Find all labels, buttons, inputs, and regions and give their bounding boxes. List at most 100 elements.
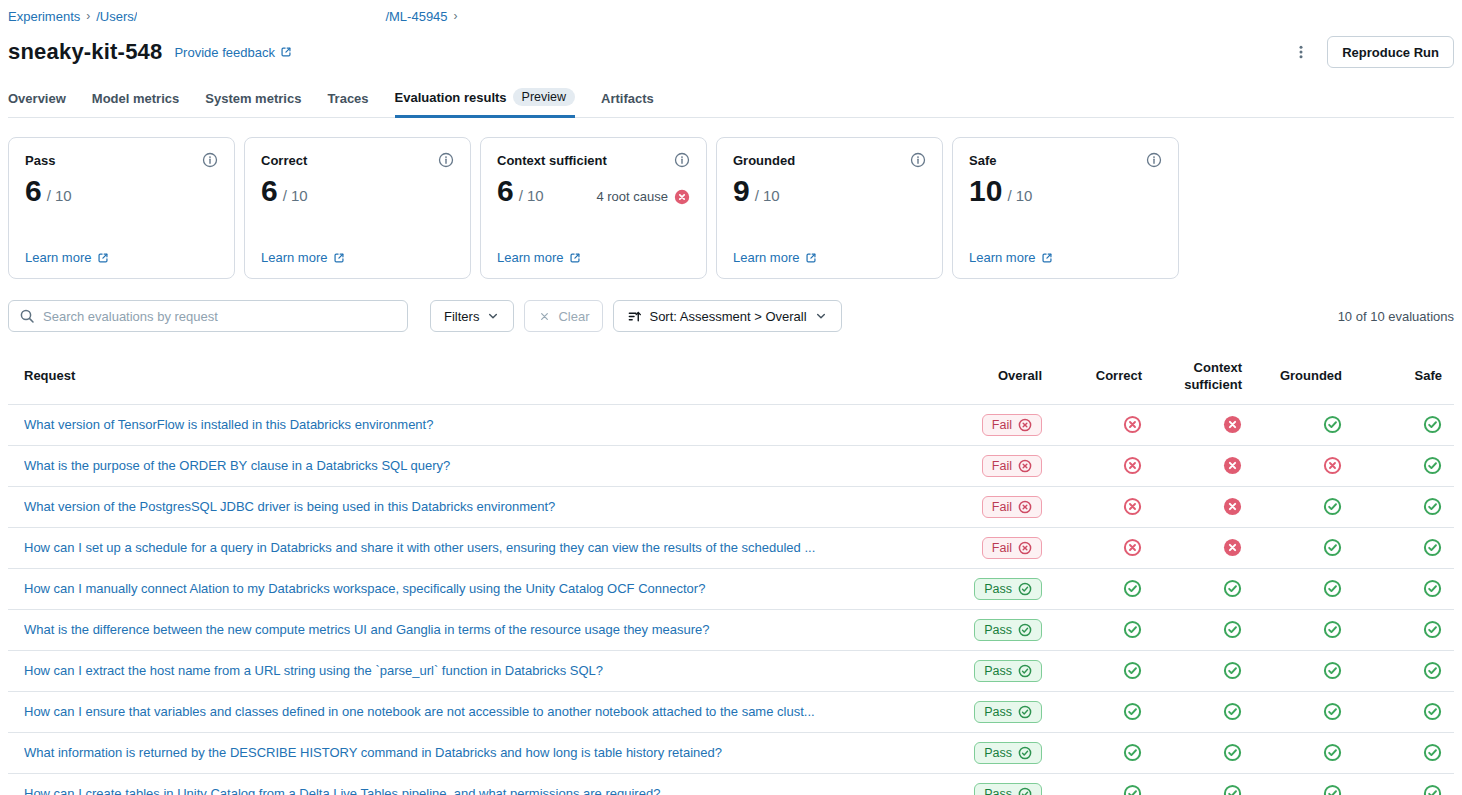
info-icon[interactable]: [438, 152, 454, 168]
context-sufficient-cell: [1142, 497, 1242, 516]
safe-cell: [1342, 743, 1442, 762]
request-link[interactable]: How can I extract the host name from a U…: [24, 663, 932, 678]
context-sufficient-cell: [1142, 702, 1242, 721]
x-circle-solid-icon: [1223, 456, 1242, 475]
context-sufficient-cell: [1142, 415, 1242, 434]
correct-cell: [1042, 702, 1142, 721]
tab-traces[interactable]: Traces: [327, 85, 368, 118]
safe-cell: [1342, 456, 1442, 475]
check-circle-icon: [1423, 743, 1442, 762]
check-circle-icon: [1018, 664, 1032, 678]
clear-filters-button[interactable]: Clear: [524, 300, 603, 332]
overall-cell: Pass: [932, 619, 1042, 641]
column-header-correct: Correct: [1042, 368, 1142, 385]
request-link[interactable]: What is the difference between the new c…: [24, 622, 932, 637]
correct-cell: [1042, 784, 1142, 795]
card-title: Correct: [261, 153, 307, 168]
tab-system-metrics[interactable]: System metrics: [205, 85, 301, 118]
chevron-down-icon: [486, 309, 500, 323]
table-row: How can I create tables in Unity Catalog…: [8, 773, 1454, 795]
correct-cell: [1042, 497, 1142, 516]
check-circle-icon: [1423, 784, 1442, 795]
breadcrumb-separator: ›: [86, 9, 90, 23]
reproduce-run-button[interactable]: Reproduce Run: [1327, 36, 1454, 68]
metric-card-safe: Safe 10 / 10 Learn more: [952, 137, 1179, 279]
learn-more-link[interactable]: Learn more: [261, 250, 346, 265]
tab-evaluation-results[interactable]: Evaluation results Preview: [395, 82, 575, 118]
safe-cell: [1342, 784, 1442, 795]
redacted-block: [137, 9, 385, 23]
check-circle-icon: [1423, 538, 1442, 557]
learn-more-link[interactable]: Learn more: [497, 250, 582, 265]
x-circle-solid-icon: [1223, 538, 1242, 557]
overall-status-badge: Fail: [982, 455, 1042, 477]
check-circle-icon: [1323, 415, 1342, 434]
external-link-icon: [568, 251, 582, 265]
request-link[interactable]: What version of the PostgresSQL JDBC dri…: [24, 499, 932, 514]
metric-cards: Pass 6 / 10 Learn more Correct 6 / 10 Le…: [8, 137, 1454, 279]
table-row: How can I set up a schedule for a query …: [8, 527, 1454, 568]
check-circle-icon: [1018, 582, 1032, 596]
external-link-icon: [332, 251, 346, 265]
request-link[interactable]: How can I create tables in Unity Catalog…: [24, 786, 932, 795]
card-value: 6: [497, 176, 514, 206]
check-circle-icon: [1123, 784, 1142, 795]
grounded-cell: [1242, 620, 1342, 639]
check-circle-icon: [1018, 746, 1032, 760]
learn-more-link[interactable]: Learn more: [25, 250, 110, 265]
overflow-menu-button[interactable]: [1287, 38, 1315, 66]
info-icon[interactable]: [1146, 152, 1162, 168]
request-link[interactable]: How can I ensure that variables and clas…: [24, 704, 932, 719]
card-title: Context sufficient: [497, 153, 607, 168]
overall-status-badge: Pass: [974, 742, 1042, 764]
info-icon[interactable]: [674, 152, 690, 168]
check-circle-icon: [1223, 702, 1242, 721]
breadcrumb: Experiments › /Users//ML-45945 ›: [8, 6, 1454, 26]
experiment-run-page: Experiments › /Users//ML-45945 › sneaky-…: [0, 0, 1462, 795]
filters-button[interactable]: Filters: [430, 300, 514, 332]
card-total: / 10: [283, 187, 308, 204]
correct-cell: [1042, 620, 1142, 639]
search-input[interactable]: [8, 300, 408, 332]
check-circle-icon: [1018, 705, 1032, 719]
request-link[interactable]: What version of TensorFlow is installed …: [24, 417, 932, 432]
safe-cell: [1342, 702, 1442, 721]
overall-cell: Pass: [932, 660, 1042, 682]
tab-overview[interactable]: Overview: [8, 85, 66, 118]
table-row: How can I extract the host name from a U…: [8, 650, 1454, 691]
card-title: Grounded: [733, 153, 795, 168]
learn-more-link[interactable]: Learn more: [969, 250, 1054, 265]
info-icon[interactable]: [910, 152, 926, 168]
correct-cell: [1042, 538, 1142, 557]
overall-status-badge: Pass: [974, 578, 1042, 600]
column-header-overall: Overall: [932, 368, 1042, 385]
request-link[interactable]: What is the purpose of the ORDER BY clau…: [24, 458, 932, 473]
breadcrumb-experiments-link[interactable]: Experiments: [8, 9, 80, 24]
check-circle-icon: [1018, 787, 1032, 795]
check-circle-icon: [1123, 743, 1142, 762]
card-value: 9: [733, 176, 750, 206]
request-link[interactable]: How can I manually connect Alation to my…: [24, 581, 932, 596]
x-circle-icon: [1323, 456, 1342, 475]
check-circle-icon: [1323, 743, 1342, 762]
check-circle-icon: [1423, 620, 1442, 639]
info-icon[interactable]: [202, 152, 218, 168]
tab-model-metrics[interactable]: Model metrics: [92, 85, 179, 118]
x-circle-icon: [1123, 538, 1142, 557]
request-link[interactable]: What information is returned by the DESC…: [24, 745, 932, 760]
overall-cell: Fail: [932, 455, 1042, 477]
check-circle-icon: [1223, 743, 1242, 762]
request-link[interactable]: How can I set up a schedule for a query …: [24, 540, 932, 555]
context-sufficient-cell: [1142, 661, 1242, 680]
provide-feedback-link[interactable]: Provide feedback: [174, 45, 292, 60]
correct-cell: [1042, 743, 1142, 762]
check-circle-icon: [1123, 620, 1142, 639]
x-circle-solid-icon: [1223, 415, 1242, 434]
check-circle-icon: [1323, 784, 1342, 795]
learn-more-link[interactable]: Learn more: [733, 250, 818, 265]
sort-button[interactable]: Sort: Assessment > Overall: [613, 300, 841, 332]
check-circle-icon: [1223, 620, 1242, 639]
column-header-request: Request: [24, 368, 932, 385]
breadcrumb-experiment-path-link[interactable]: /Users//ML-45945: [96, 9, 447, 24]
tab-artifacts[interactable]: Artifacts: [601, 85, 654, 118]
